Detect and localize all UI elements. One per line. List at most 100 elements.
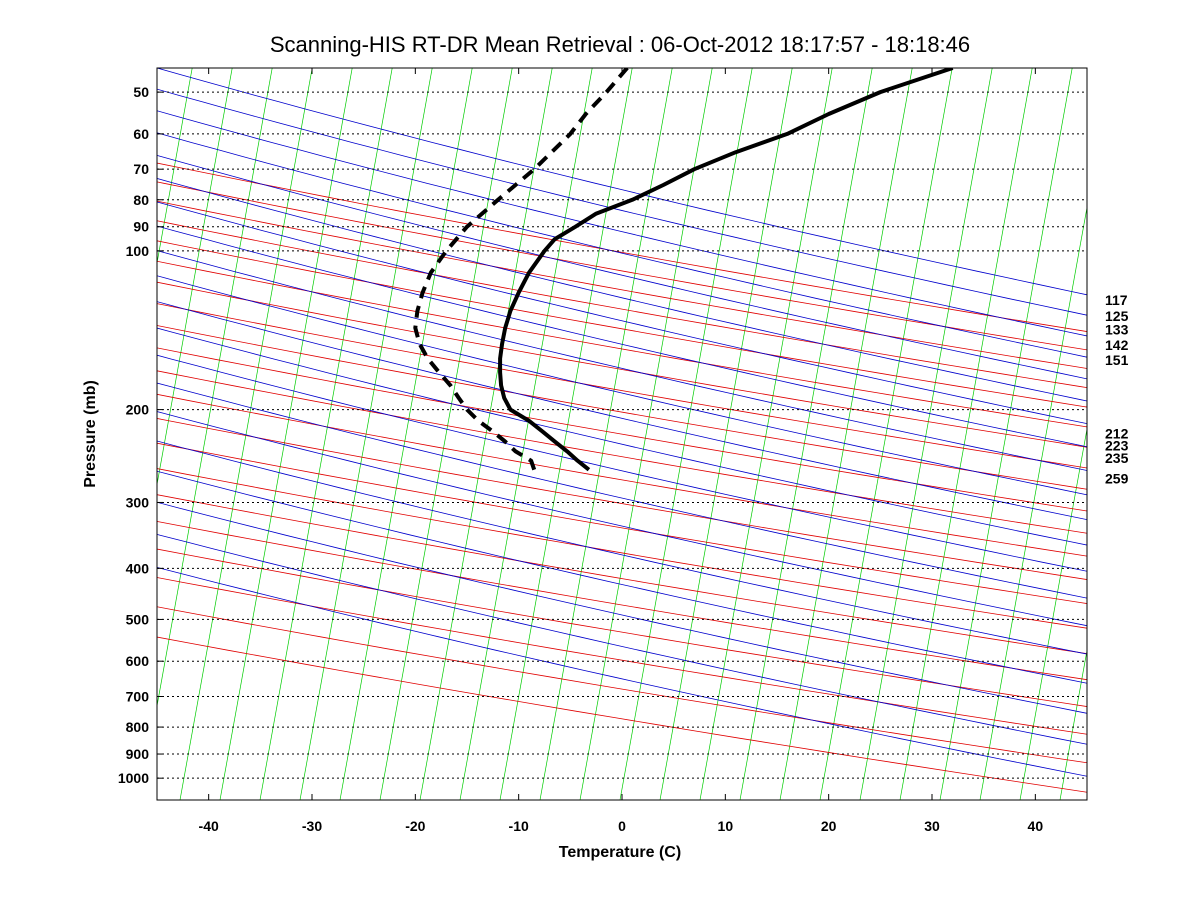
moist-adiabat bbox=[157, 225, 1087, 448]
right-label: 212 bbox=[1105, 425, 1129, 441]
y-tick-label: 1000 bbox=[118, 770, 149, 786]
dry-adiabat bbox=[157, 162, 1087, 332]
dry-adiabat bbox=[157, 200, 1087, 369]
dry-adiabat bbox=[157, 442, 1087, 604]
mixing-ratio-line bbox=[0, 68, 72, 800]
y-tick-label: 500 bbox=[126, 611, 150, 627]
moist-adiabat bbox=[157, 470, 1087, 684]
mixing-ratio-line bbox=[1140, 68, 1200, 800]
background-lines bbox=[0, 68, 1200, 800]
y-tick-label: 60 bbox=[133, 126, 149, 142]
right-label: 133 bbox=[1105, 322, 1129, 338]
mixing-ratio-line bbox=[579, 68, 713, 800]
dry-adiabat bbox=[157, 370, 1087, 534]
moist-adiabat bbox=[157, 275, 1087, 496]
profiles bbox=[413, 68, 954, 472]
mixing-ratio-line bbox=[819, 68, 953, 800]
right-label: 259 bbox=[1105, 470, 1129, 486]
moist-adiabat bbox=[157, 88, 1087, 316]
mixing-ratio-line bbox=[699, 68, 833, 800]
y-tick-label: 800 bbox=[126, 719, 150, 735]
right-label: 117 bbox=[1105, 292, 1128, 308]
right-label: 235 bbox=[1105, 450, 1129, 466]
right-label: 125 bbox=[1105, 308, 1129, 324]
dry-adiabat bbox=[157, 220, 1087, 389]
dewpoint-profile bbox=[413, 68, 629, 471]
moist-adiabat bbox=[157, 301, 1087, 521]
mixing-ratio-line bbox=[339, 68, 473, 800]
y-tick-label: 300 bbox=[126, 494, 150, 510]
right-label: 151 bbox=[1105, 352, 1129, 368]
dry-adiabat bbox=[157, 577, 1087, 735]
x-axis-ticks: -40 -30 -20 -10 0 10 20 30 40 bbox=[199, 68, 1044, 834]
right-label: 142 bbox=[1105, 337, 1129, 353]
moist-adiabat bbox=[157, 132, 1087, 358]
y-axis-label: Pressure (mb) bbox=[82, 380, 99, 488]
dry-adiabat bbox=[157, 418, 1087, 580]
dry-adiabat bbox=[157, 606, 1087, 764]
moist-adiabat bbox=[157, 354, 1087, 572]
dry-adiabat bbox=[157, 240, 1087, 408]
mixing-ratio-line bbox=[179, 68, 313, 800]
moist-adiabat bbox=[157, 440, 1087, 655]
mixing-ratio-line bbox=[0, 68, 32, 800]
x-tick-label: 20 bbox=[821, 818, 837, 834]
dry-adiabat bbox=[157, 325, 1087, 490]
mixing-ratio-line bbox=[979, 205, 1087, 800]
x-tick-label: -10 bbox=[509, 818, 529, 834]
y-tick-label: 600 bbox=[126, 653, 150, 669]
mixing-ratio-line bbox=[1180, 68, 1200, 800]
gridlines bbox=[157, 91, 1087, 779]
moist-adiabat bbox=[157, 567, 1087, 777]
dry-adiabat bbox=[157, 347, 1087, 512]
x-tick-label: 40 bbox=[1028, 818, 1044, 834]
moist-adiabat bbox=[157, 154, 1087, 380]
x-tick-label: -30 bbox=[302, 818, 322, 834]
dry-adiabat bbox=[157, 494, 1087, 655]
moist-adiabat bbox=[157, 110, 1087, 337]
y-tick-label: 100 bbox=[126, 243, 150, 259]
x-tick-label: 10 bbox=[718, 818, 734, 834]
moist-adiabat bbox=[157, 327, 1087, 546]
moist-adiabat bbox=[157, 250, 1087, 471]
mixing-ratio-line bbox=[157, 68, 273, 708]
x-tick-label: -20 bbox=[405, 818, 425, 834]
y-tick-label: 900 bbox=[126, 746, 150, 762]
moist-adiabat bbox=[157, 68, 1087, 296]
temperature-profile bbox=[498, 68, 954, 472]
y-tick-label: 80 bbox=[133, 192, 149, 208]
mixing-ratio-line bbox=[659, 68, 793, 800]
y-tick-label: 70 bbox=[133, 161, 149, 177]
dry-adiabat bbox=[157, 636, 1087, 793]
dry-adiabat bbox=[157, 303, 1087, 469]
dry-adiabat bbox=[157, 281, 1087, 448]
moist-adiabat bbox=[157, 501, 1087, 714]
y-tick-label: 400 bbox=[126, 560, 150, 576]
mixing-ratio-line bbox=[779, 68, 913, 800]
mixing-ratio-line bbox=[379, 68, 513, 800]
dry-adiabat bbox=[157, 468, 1087, 629]
mixing-ratio-line bbox=[1059, 648, 1087, 800]
dry-adiabat bbox=[157, 393, 1087, 557]
mixing-ratio-line bbox=[259, 68, 393, 800]
x-axis-label: Temperature (C) bbox=[559, 844, 681, 861]
mixing-ratio-line bbox=[157, 68, 193, 265]
mixing-ratio-line bbox=[157, 68, 233, 487]
moist-adiabat bbox=[157, 177, 1087, 402]
dry-adiabat bbox=[157, 260, 1087, 428]
moist-adiabat bbox=[157, 201, 1087, 425]
mixing-ratio-line bbox=[1019, 427, 1087, 800]
dry-adiabat bbox=[157, 548, 1087, 707]
y-tick-label: 200 bbox=[126, 402, 150, 418]
mixing-ratio-line bbox=[499, 68, 633, 800]
mixing-ratio-line bbox=[459, 68, 593, 800]
moist-adiabat bbox=[157, 411, 1087, 627]
mixing-ratio-line bbox=[739, 68, 873, 800]
y-tick-label: 90 bbox=[133, 219, 149, 235]
x-tick-label: 0 bbox=[618, 818, 626, 834]
y-tick-label: 700 bbox=[126, 688, 150, 704]
y-tick-label: 50 bbox=[133, 84, 149, 100]
moist-adiabat bbox=[157, 533, 1087, 745]
